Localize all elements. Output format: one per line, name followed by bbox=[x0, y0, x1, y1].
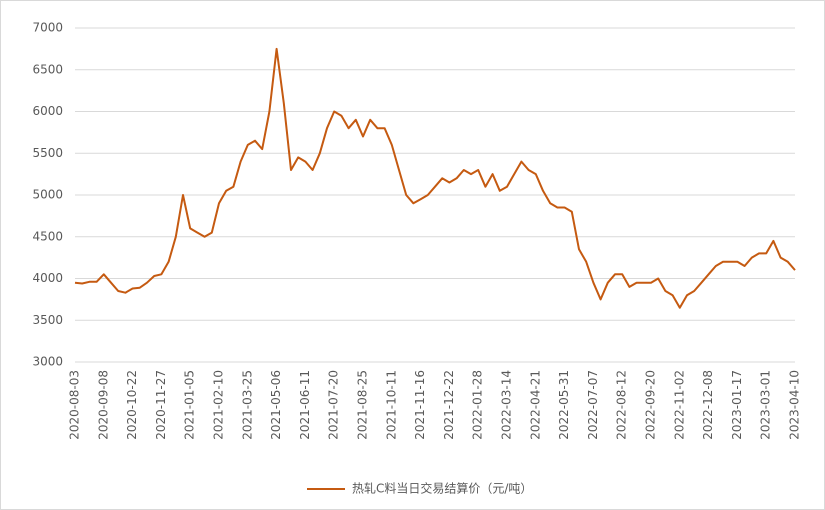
y-tick-label: 5500 bbox=[32, 146, 63, 160]
y-tick-label: 3500 bbox=[32, 313, 63, 327]
x-tick-label: 2022-03-14 bbox=[500, 370, 514, 440]
x-tick-label: 2022-08-12 bbox=[615, 370, 629, 440]
y-tick-label: 5000 bbox=[32, 188, 63, 202]
x-tick-label: 2023-04-10 bbox=[788, 370, 802, 440]
y-tick-label: 6500 bbox=[32, 62, 63, 76]
x-tick-label: 2022-09-20 bbox=[644, 370, 658, 440]
x-tick-label: 2021-03-25 bbox=[240, 370, 254, 440]
y-tick-label: 4000 bbox=[32, 271, 63, 285]
x-tick-label: 2021-12-22 bbox=[442, 370, 456, 440]
x-tick-label: 2021-05-06 bbox=[269, 370, 283, 440]
x-tick-label: 2021-07-20 bbox=[327, 370, 341, 440]
x-tick-label: 2023-03-01 bbox=[759, 370, 773, 440]
x-tick-label: 2020-09-08 bbox=[96, 370, 110, 440]
x-tick-label: 2021-08-25 bbox=[356, 370, 370, 440]
x-tick-label: 2023-01-17 bbox=[730, 370, 744, 440]
y-tick-label: 6000 bbox=[32, 104, 63, 118]
y-tick-label: 7000 bbox=[32, 21, 63, 35]
x-tick-label: 2022-07-07 bbox=[586, 370, 600, 440]
x-tick-label: 2021-02-10 bbox=[212, 370, 226, 440]
x-tick-label: 2022-04-21 bbox=[528, 370, 542, 440]
y-tick-label: 4500 bbox=[32, 229, 63, 243]
y-tick-label: 3000 bbox=[32, 355, 63, 369]
x-tick-label: 2022-12-08 bbox=[701, 370, 715, 440]
x-tick-label: 2021-01-05 bbox=[183, 370, 197, 440]
x-tick-label: 2021-10-11 bbox=[384, 370, 398, 440]
x-tick-label: 2021-06-11 bbox=[298, 370, 312, 440]
legend-label: 热轧C料当日交易结算价（元/吨） bbox=[352, 481, 532, 496]
x-tick-label: 2022-01-28 bbox=[471, 370, 485, 440]
x-tick-label: 2022-05-31 bbox=[557, 370, 571, 440]
series-line bbox=[74, 47, 796, 309]
x-tick-label: 2022-11-02 bbox=[672, 370, 686, 440]
x-tick-label: 2020-10-22 bbox=[125, 370, 139, 440]
x-tick-label: 2020-11-27 bbox=[154, 370, 168, 440]
x-tick-label: 2020-08-03 bbox=[68, 370, 82, 440]
x-tick-label: 2021-11-16 bbox=[413, 370, 427, 440]
